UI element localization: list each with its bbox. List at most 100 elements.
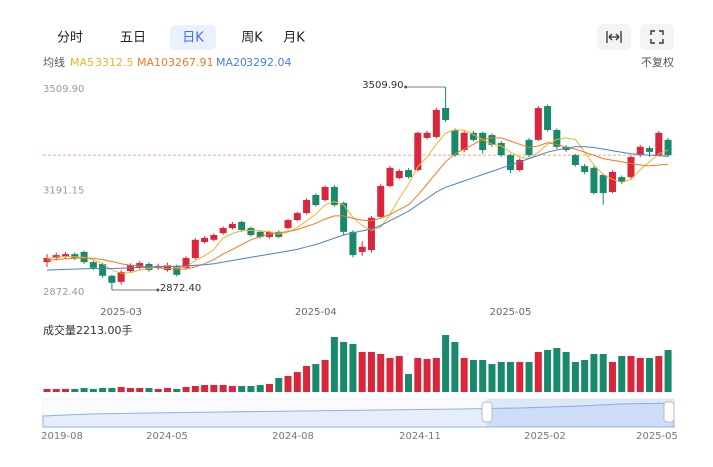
candle-body (62, 254, 70, 258)
tab[interactable]: 五日 (120, 31, 146, 46)
candle-body (219, 228, 227, 234)
volume-bar (599, 354, 607, 392)
fit-button[interactable] (597, 24, 631, 50)
candle-body (182, 257, 190, 268)
candle-body (553, 129, 561, 147)
candle-body (201, 237, 209, 243)
volume-bar (312, 363, 320, 392)
volume-bar (219, 384, 227, 392)
ma-legend-value: 3312.5 (95, 56, 134, 69)
candle-body (164, 264, 172, 271)
volume-bar (80, 387, 88, 392)
volume-bar (395, 356, 403, 392)
candle-body (497, 143, 505, 156)
volume-bar (571, 362, 579, 392)
tab[interactable]: 周K (241, 31, 263, 46)
candle-body (303, 200, 311, 214)
volume-bar (201, 384, 209, 392)
candle-body (358, 246, 366, 252)
volume-bar (173, 389, 181, 392)
candle-body (330, 186, 338, 206)
volume-bar (618, 356, 626, 392)
candle-body (367, 217, 375, 251)
navigator-label: 2024-05 (146, 431, 188, 442)
annotation-dot (404, 85, 408, 89)
volume-bar (507, 362, 514, 392)
candle-body (228, 223, 236, 229)
candle-body (117, 271, 125, 282)
candle-body (646, 148, 654, 152)
ma-legend-name: MA5 (70, 56, 94, 69)
navigator-handle[interactable] (481, 401, 493, 423)
volume-bar (423, 359, 431, 392)
candle-body (655, 132, 663, 156)
volume-bar (414, 358, 422, 392)
candle-body (488, 135, 496, 145)
volume-bar (191, 386, 199, 392)
volume-bar (636, 358, 644, 392)
volume-bar (377, 354, 385, 392)
tab[interactable]: 分时 (57, 31, 83, 46)
volume-bar (442, 335, 450, 392)
fullscreen-button[interactable] (640, 24, 674, 50)
candle-body (349, 231, 357, 256)
button-bg (640, 24, 674, 50)
candle-body (608, 171, 616, 193)
candle-body (293, 213, 301, 221)
volume-bar (126, 387, 134, 392)
volume-bar (646, 358, 654, 392)
volume-bar (479, 360, 487, 392)
candle-body (479, 132, 487, 151)
navigator-window (487, 399, 674, 427)
candle-body (460, 132, 468, 151)
volume-bar (99, 387, 107, 392)
candle-body (571, 155, 579, 165)
candle-body (89, 262, 97, 268)
candle-body (590, 167, 598, 194)
volume-bar (544, 350, 552, 392)
navigator-label: 2024-08 (272, 431, 314, 442)
navigator-handle[interactable] (663, 401, 675, 423)
volume-bar (256, 384, 264, 392)
tab[interactable]: 月K (283, 31, 305, 46)
candle-body (516, 159, 524, 171)
volume-bar (534, 352, 542, 392)
candle-body (507, 155, 514, 171)
candle-body (108, 275, 116, 283)
ma-line (46, 129, 669, 274)
volume-bar (275, 377, 283, 392)
candle-body (664, 139, 672, 156)
candle-body (173, 265, 181, 275)
ma-title: 均线 (43, 55, 65, 69)
volume-bar (386, 358, 394, 392)
volume-bar (525, 362, 533, 392)
candle-body (99, 264, 107, 276)
candle-body (618, 177, 626, 182)
volume-bar (432, 358, 440, 392)
volume-bar (210, 384, 218, 392)
volume-bar (664, 350, 672, 392)
navigator-label: 2025-05 (636, 431, 678, 442)
candle-body (636, 146, 644, 156)
volume-bar (164, 387, 172, 392)
candle-body (544, 106, 552, 130)
volume-bar (228, 386, 236, 392)
x-tick-label: 2025-04 (295, 307, 337, 318)
volume-bar (581, 360, 589, 392)
annotation-label: 3509.90 (362, 80, 403, 91)
volume-bar (238, 386, 246, 392)
candle-body (52, 255, 60, 258)
volume-bar (497, 362, 505, 392)
tab[interactable]: 日K (182, 31, 204, 46)
adjust-option[interactable]: 不复权 (641, 55, 674, 69)
candle-body (451, 129, 459, 156)
annotation-dot (156, 288, 160, 292)
candle-body (432, 109, 440, 137)
y-tick-label: 2872.40 (43, 287, 84, 298)
candle-body (386, 167, 394, 187)
candle-body (627, 157, 635, 178)
candle-body (581, 165, 589, 172)
volume-bar (349, 344, 357, 392)
navigator-label: 2024-11 (399, 431, 441, 442)
